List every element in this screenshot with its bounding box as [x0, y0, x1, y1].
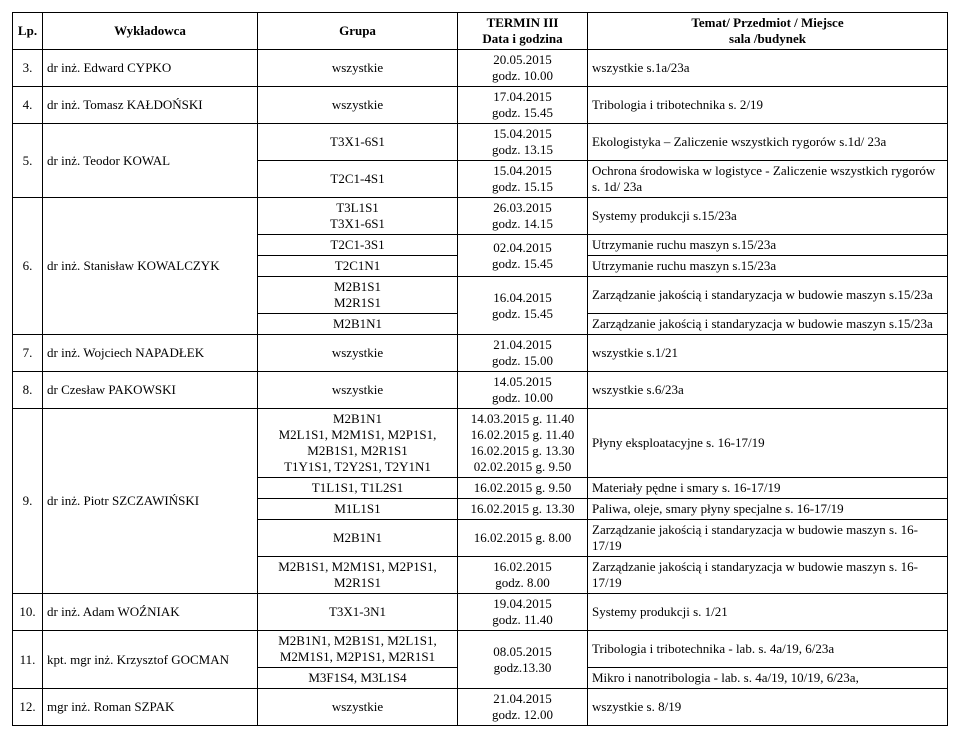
cell-lp: 7.: [13, 335, 43, 372]
cell-grp: wszystkie: [258, 50, 458, 87]
cell-grp: T1L1S1, T1L2S1: [258, 478, 458, 499]
cell-grp: wszystkie: [258, 335, 458, 372]
cell-tem: Zarządzanie jakością i standaryzacja w b…: [588, 314, 948, 335]
header-grupa: Grupa: [258, 13, 458, 50]
header-termin: TERMIN III Data i godzina: [458, 13, 588, 50]
header-termin-l2: Data i godzina: [482, 31, 562, 46]
cell-ter: 08.05.2015godz.13.30: [458, 631, 588, 689]
cell-ter: 21.04.2015godz. 12.00: [458, 689, 588, 726]
table-row: 4.dr inż. Tomasz KAŁDOŃSKIwszystkie17.04…: [13, 87, 948, 124]
cell-tem: Paliwa, oleje, smary płyny specjalne s. …: [588, 499, 948, 520]
cell-grp: M2B1N1: [258, 520, 458, 557]
cell-tem: Tribologia i tribotechnika s. 2/19: [588, 87, 948, 124]
cell-ter: 20.05.2015godz. 10.00: [458, 50, 588, 87]
cell-grp: T2C1N1: [258, 256, 458, 277]
header-wyk: Wykładowca: [43, 13, 258, 50]
table-row: 9.dr inż. Piotr SZCZAWIŃSKIM2B1N1M2L1S1,…: [13, 409, 948, 478]
cell-wyk: dr inż. Wojciech NAPADŁEK: [43, 335, 258, 372]
cell-lp: 6.: [13, 198, 43, 335]
cell-lp: 5.: [13, 124, 43, 198]
cell-tem: Utrzymanie ruchu maszyn s.15/23a: [588, 256, 948, 277]
cell-tem: wszystkie s.1a/23a: [588, 50, 948, 87]
table-row: 6.dr inż. Stanisław KOWALCZYKT3L1S1T3X1-…: [13, 198, 948, 235]
cell-ter: 19.04.2015godz. 11.40: [458, 594, 588, 631]
cell-grp: wszystkie: [258, 87, 458, 124]
cell-tem: Tribologia i tribotechnika - lab. s. 4a/…: [588, 631, 948, 668]
cell-grp: M2B1N1: [258, 314, 458, 335]
table-row: 12.mgr inż. Roman SZPAKwszystkie21.04.20…: [13, 689, 948, 726]
cell-lp: 11.: [13, 631, 43, 689]
cell-ter: 21.04.2015godz. 15.00: [458, 335, 588, 372]
cell-grp: T3L1S1T3X1-6S1: [258, 198, 458, 235]
cell-tem: Płyny eksploatacyjne s. 16-17/19: [588, 409, 948, 478]
cell-lp: 12.: [13, 689, 43, 726]
cell-tem: Utrzymanie ruchu maszyn s.15/23a: [588, 235, 948, 256]
table-row: 5.dr inż. Teodor KOWALT3X1-6S115.04.2015…: [13, 124, 948, 161]
cell-lp: 9.: [13, 409, 43, 594]
cell-ter: 16.02.2015 g. 13.30: [458, 499, 588, 520]
cell-wyk: dr Czesław PAKOWSKI: [43, 372, 258, 409]
cell-tem: wszystkie s. 8/19: [588, 689, 948, 726]
cell-grp: T2C1-3S1: [258, 235, 458, 256]
header-temat-l2: sala /budynek: [729, 31, 806, 46]
cell-wyk: dr inż. Edward CYPKO: [43, 50, 258, 87]
header-temat-l1: Temat/ Przedmiot / Miejsce: [691, 15, 843, 30]
cell-wyk: dr inż. Teodor KOWAL: [43, 124, 258, 198]
table-row: 7.dr inż. Wojciech NAPADŁEKwszystkie21.0…: [13, 335, 948, 372]
cell-ter: 15.04.2015godz. 15.15: [458, 161, 588, 198]
cell-wyk: dr inż. Stanisław KOWALCZYK: [43, 198, 258, 335]
cell-lp: 3.: [13, 50, 43, 87]
cell-grp: wszystkie: [258, 689, 458, 726]
cell-tem: Zarządzanie jakością i standaryzacja w b…: [588, 520, 948, 557]
cell-tem: Ekologistyka – Zaliczenie wszystkich ryg…: [588, 124, 948, 161]
cell-tem: wszystkie s.6/23a: [588, 372, 948, 409]
table-header-row: Lp. Wykładowca Grupa TERMIN III Data i g…: [13, 13, 948, 50]
cell-lp: 4.: [13, 87, 43, 124]
cell-wyk: kpt. mgr inż. Krzysztof GOCMAN: [43, 631, 258, 689]
cell-grp: T3X1-3N1: [258, 594, 458, 631]
cell-wyk: dr inż. Adam WOŹNIAK: [43, 594, 258, 631]
schedule-table: Lp. Wykładowca Grupa TERMIN III Data i g…: [12, 12, 948, 726]
cell-grp: M2B1S1, M2M1S1, M2P1S1,M2R1S1: [258, 557, 458, 594]
cell-ter: 16.02.2015 g. 8.00: [458, 520, 588, 557]
cell-grp: T2C1-4S1: [258, 161, 458, 198]
table-row: 3.dr inż. Edward CYPKOwszystkie20.05.201…: [13, 50, 948, 87]
cell-ter: 26.03.2015godz. 14.15: [458, 198, 588, 235]
cell-tem: Systemy produkcji s. 1/21: [588, 594, 948, 631]
cell-grp: M2B1N1, M2B1S1, M2L1S1,M2M1S1, M2P1S1, M…: [258, 631, 458, 668]
cell-tem: Ochrona środowiska w logistyce - Zalicze…: [588, 161, 948, 198]
cell-grp: M2B1S1M2R1S1: [258, 277, 458, 314]
cell-ter: 15.04.2015godz. 13.15: [458, 124, 588, 161]
cell-ter: 16.02.2015godz. 8.00: [458, 557, 588, 594]
cell-wyk: mgr inż. Roman SZPAK: [43, 689, 258, 726]
cell-ter: 16.04.2015godz. 15.45: [458, 277, 588, 335]
table-row: 8.dr Czesław PAKOWSKIwszystkie14.05.2015…: [13, 372, 948, 409]
cell-lp: 8.: [13, 372, 43, 409]
cell-ter: 14.05.2015godz. 10.00: [458, 372, 588, 409]
cell-lp: 10.: [13, 594, 43, 631]
cell-wyk: dr inż. Piotr SZCZAWIŃSKI: [43, 409, 258, 594]
header-lp: Lp.: [13, 13, 43, 50]
cell-tem: Mikro i nanotribologia - lab. s. 4a/19, …: [588, 668, 948, 689]
header-temat: Temat/ Przedmiot / Miejsce sala /budynek: [588, 13, 948, 50]
cell-ter: 17.04.2015godz. 15.45: [458, 87, 588, 124]
cell-tem: Zarządzanie jakością i standaryzacja w b…: [588, 557, 948, 594]
cell-ter: 02.04.2015godz. 15.45: [458, 235, 588, 277]
table-row: 10.dr inż. Adam WOŹNIAKT3X1-3N119.04.201…: [13, 594, 948, 631]
cell-grp: M2B1N1M2L1S1, M2M1S1, M2P1S1,M2B1S1, M2R…: [258, 409, 458, 478]
cell-tem: Materiały pędne i smary s. 16-17/19: [588, 478, 948, 499]
cell-tem: Systemy produkcji s.15/23a: [588, 198, 948, 235]
cell-grp: M3F1S4, M3L1S4: [258, 668, 458, 689]
cell-grp: M1L1S1: [258, 499, 458, 520]
cell-grp: T3X1-6S1: [258, 124, 458, 161]
cell-tem: Zarządzanie jakością i standaryzacja w b…: [588, 277, 948, 314]
cell-ter: 16.02.2015 g. 9.50: [458, 478, 588, 499]
cell-ter: 14.03.2015 g. 11.4016.02.2015 g. 11.4016…: [458, 409, 588, 478]
cell-grp: wszystkie: [258, 372, 458, 409]
header-termin-l1: TERMIN III: [487, 15, 559, 30]
cell-wyk: dr inż. Tomasz KAŁDOŃSKI: [43, 87, 258, 124]
table-row: 11.kpt. mgr inż. Krzysztof GOCMANM2B1N1,…: [13, 631, 948, 668]
cell-tem: wszystkie s.1/21: [588, 335, 948, 372]
